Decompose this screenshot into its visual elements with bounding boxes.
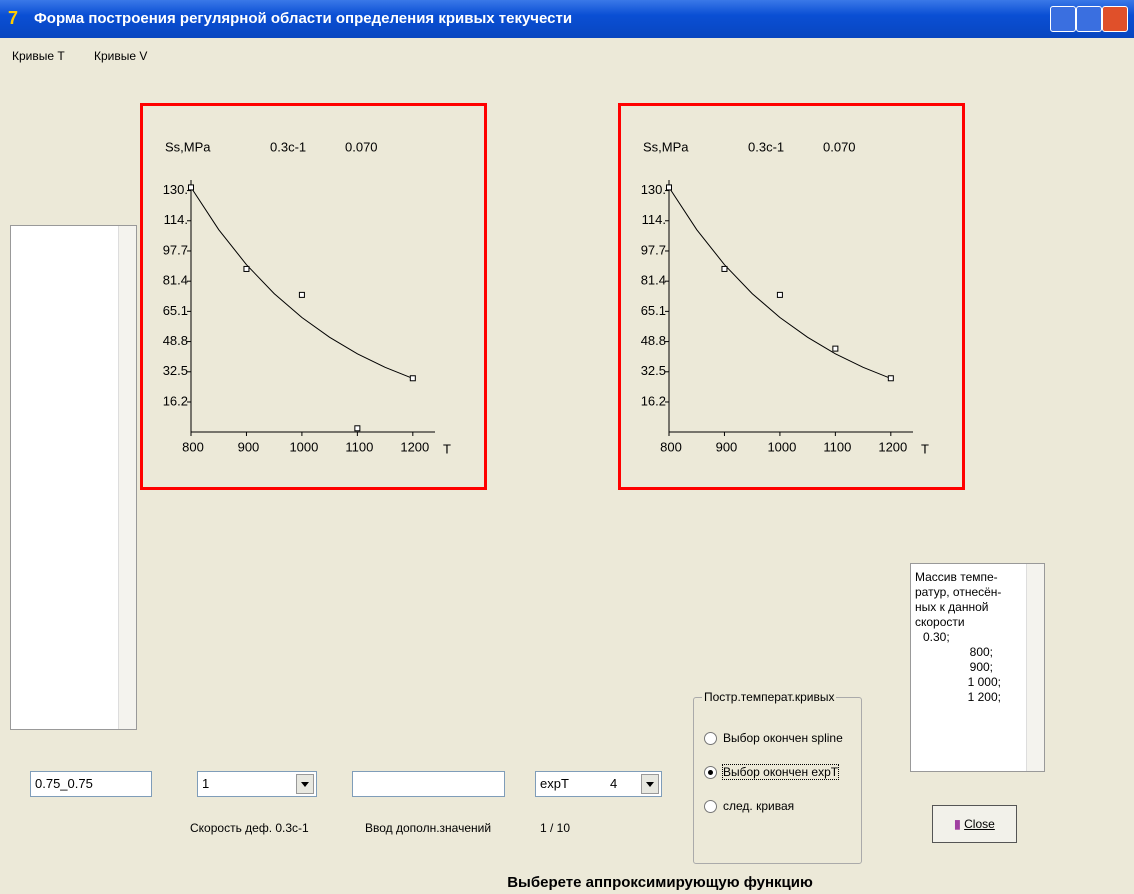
menu-item[interactable]: Кривые V (94, 49, 147, 63)
x-axis-label: T (921, 441, 929, 456)
radio-button (704, 732, 717, 745)
menu-item[interactable]: Кривые T (12, 49, 65, 63)
annotation: 0.070 (823, 139, 856, 154)
scrollbar[interactable] (1026, 564, 1044, 771)
x-tick-label: 900 (238, 439, 260, 454)
x-tick-label: 1100 (345, 439, 373, 454)
x-tick-label: 900 (716, 439, 738, 454)
radio-label: след. кривая (723, 799, 794, 813)
data-point (244, 266, 249, 271)
chart-frame (620, 105, 964, 489)
y-tick-label: 16.2 (163, 393, 188, 408)
radio-button (704, 800, 717, 813)
y-axis-label: Ss,MPa (643, 139, 689, 154)
y-tick-label: 81.4 (641, 273, 666, 288)
radio-option[interactable]: след. кривая (704, 799, 794, 813)
window: 7 Форма построения регулярной области оп… (0, 0, 1134, 894)
annotation: 0.070 (345, 139, 378, 154)
y-tick-label: 32.5 (641, 363, 666, 378)
memo-line: скорости (915, 615, 1023, 630)
memo-line: 900; (915, 660, 1023, 675)
y-tick-label: 32.5 (163, 363, 188, 378)
y-tick-label: 48.8 (641, 333, 666, 348)
maximize-button[interactable] (1076, 6, 1102, 32)
data-point (888, 376, 893, 381)
label: Скорость деф. 0.3c-1 (190, 821, 309, 835)
close-button[interactable]: ▮ Close (932, 805, 1017, 843)
text-input[interactable] (352, 771, 505, 797)
radio-label: Выбор окончен spline (723, 731, 843, 745)
list-box[interactable] (10, 225, 137, 730)
chart: Ss,MPa 0.3c-1 0.070 T 16.2 32.5 48.8 65.1 81.4 97… (140, 103, 487, 490)
annotation: 0.3c-1 (270, 139, 306, 154)
data-point (299, 292, 304, 297)
combo-value: expT (540, 776, 569, 791)
label: Ввод дополн.значений (365, 821, 491, 835)
y-tick-label: 65.1 (641, 303, 666, 318)
data-point (667, 185, 672, 190)
chart: Ss,MPa 0.3c-1 0.070 T 16.2 32.5 48.8 65.1 81.4 97… (618, 103, 965, 490)
dropdown-button[interactable] (641, 774, 659, 794)
y-tick-label: 65.1 (163, 303, 188, 318)
chart-frame (142, 105, 486, 489)
combo-value: 4 (610, 776, 617, 791)
button-label: Close (964, 817, 995, 831)
radio-label: Выбор окончен expT (723, 765, 838, 779)
scrollbar[interactable] (118, 226, 136, 729)
group-box: Постр.температ.кривых Выбор окончен spli… (693, 697, 862, 864)
data-point (777, 292, 782, 297)
memo-line: 1 000; (915, 675, 1023, 690)
y-tick-label: 130. (163, 182, 188, 197)
data-point (189, 185, 194, 190)
memo-line: 0.30; (915, 630, 1023, 645)
title-bar: 7 Форма построения регулярной области оп… (0, 0, 1134, 38)
combo-box[interactable]: 1 (197, 771, 317, 797)
dropdown-button[interactable] (296, 774, 314, 794)
data-point (833, 346, 838, 351)
memo-line: ных к данной (915, 600, 1023, 615)
minimize-button[interactable] (1050, 6, 1076, 32)
x-tick-label: 1200 (400, 439, 429, 454)
app-icon: 7 (8, 8, 18, 29)
data-point (722, 266, 727, 271)
combo-value: 1 (202, 776, 209, 791)
label: 1 / 10 (540, 821, 570, 835)
y-tick-label: 16.2 (641, 393, 666, 408)
fit-curve (191, 187, 413, 378)
x-tick-label: 1000 (767, 439, 796, 454)
combo-box[interactable]: expT 4 (535, 771, 662, 797)
y-tick-label: 97.7 (641, 242, 666, 257)
annotation: 0.3c-1 (748, 139, 784, 154)
memo-line: Массив темпе- (915, 570, 1023, 585)
memo-line: 1 200; (915, 690, 1023, 705)
group-title: Постр.температ.кривых (702, 690, 836, 704)
text-input[interactable]: 0.75_0.75 (30, 771, 152, 797)
close-window-button[interactable] (1102, 6, 1128, 32)
radio-button (704, 766, 717, 779)
y-tick-label: 114. (642, 212, 666, 227)
window-title: Форма построения регулярной области опре… (34, 10, 572, 27)
y-tick-label: 97.7 (163, 242, 188, 257)
x-axis-label: T (443, 441, 451, 456)
fit-curve (669, 187, 891, 378)
y-axis-label: Ss,MPa (165, 139, 211, 154)
memo-line: ратур, отнесён- (915, 585, 1023, 600)
data-point (355, 426, 360, 431)
footer-text: Выберете аппроксимирующую функцию (0, 874, 1134, 891)
x-tick-label: 1000 (289, 439, 318, 454)
x-tick-label: 800 (182, 439, 204, 454)
memo[interactable]: Массив темпе-ратур, отнесён-ных к данной… (910, 563, 1045, 772)
x-tick-label: 800 (660, 439, 682, 454)
data-point (410, 376, 415, 381)
y-tick-label: 114. (164, 212, 188, 227)
y-tick-label: 48.8 (163, 333, 188, 348)
radio-dot (708, 770, 713, 775)
y-tick-label: 81.4 (163, 273, 188, 288)
radio-option[interactable]: Выбор окончен expT (704, 765, 838, 779)
radio-option[interactable]: Выбор окончен spline (704, 731, 843, 745)
y-tick-label: 130. (641, 182, 666, 197)
x-tick-label: 1200 (878, 439, 907, 454)
memo-line: 800; (915, 645, 1023, 660)
x-tick-label: 1100 (823, 439, 851, 454)
